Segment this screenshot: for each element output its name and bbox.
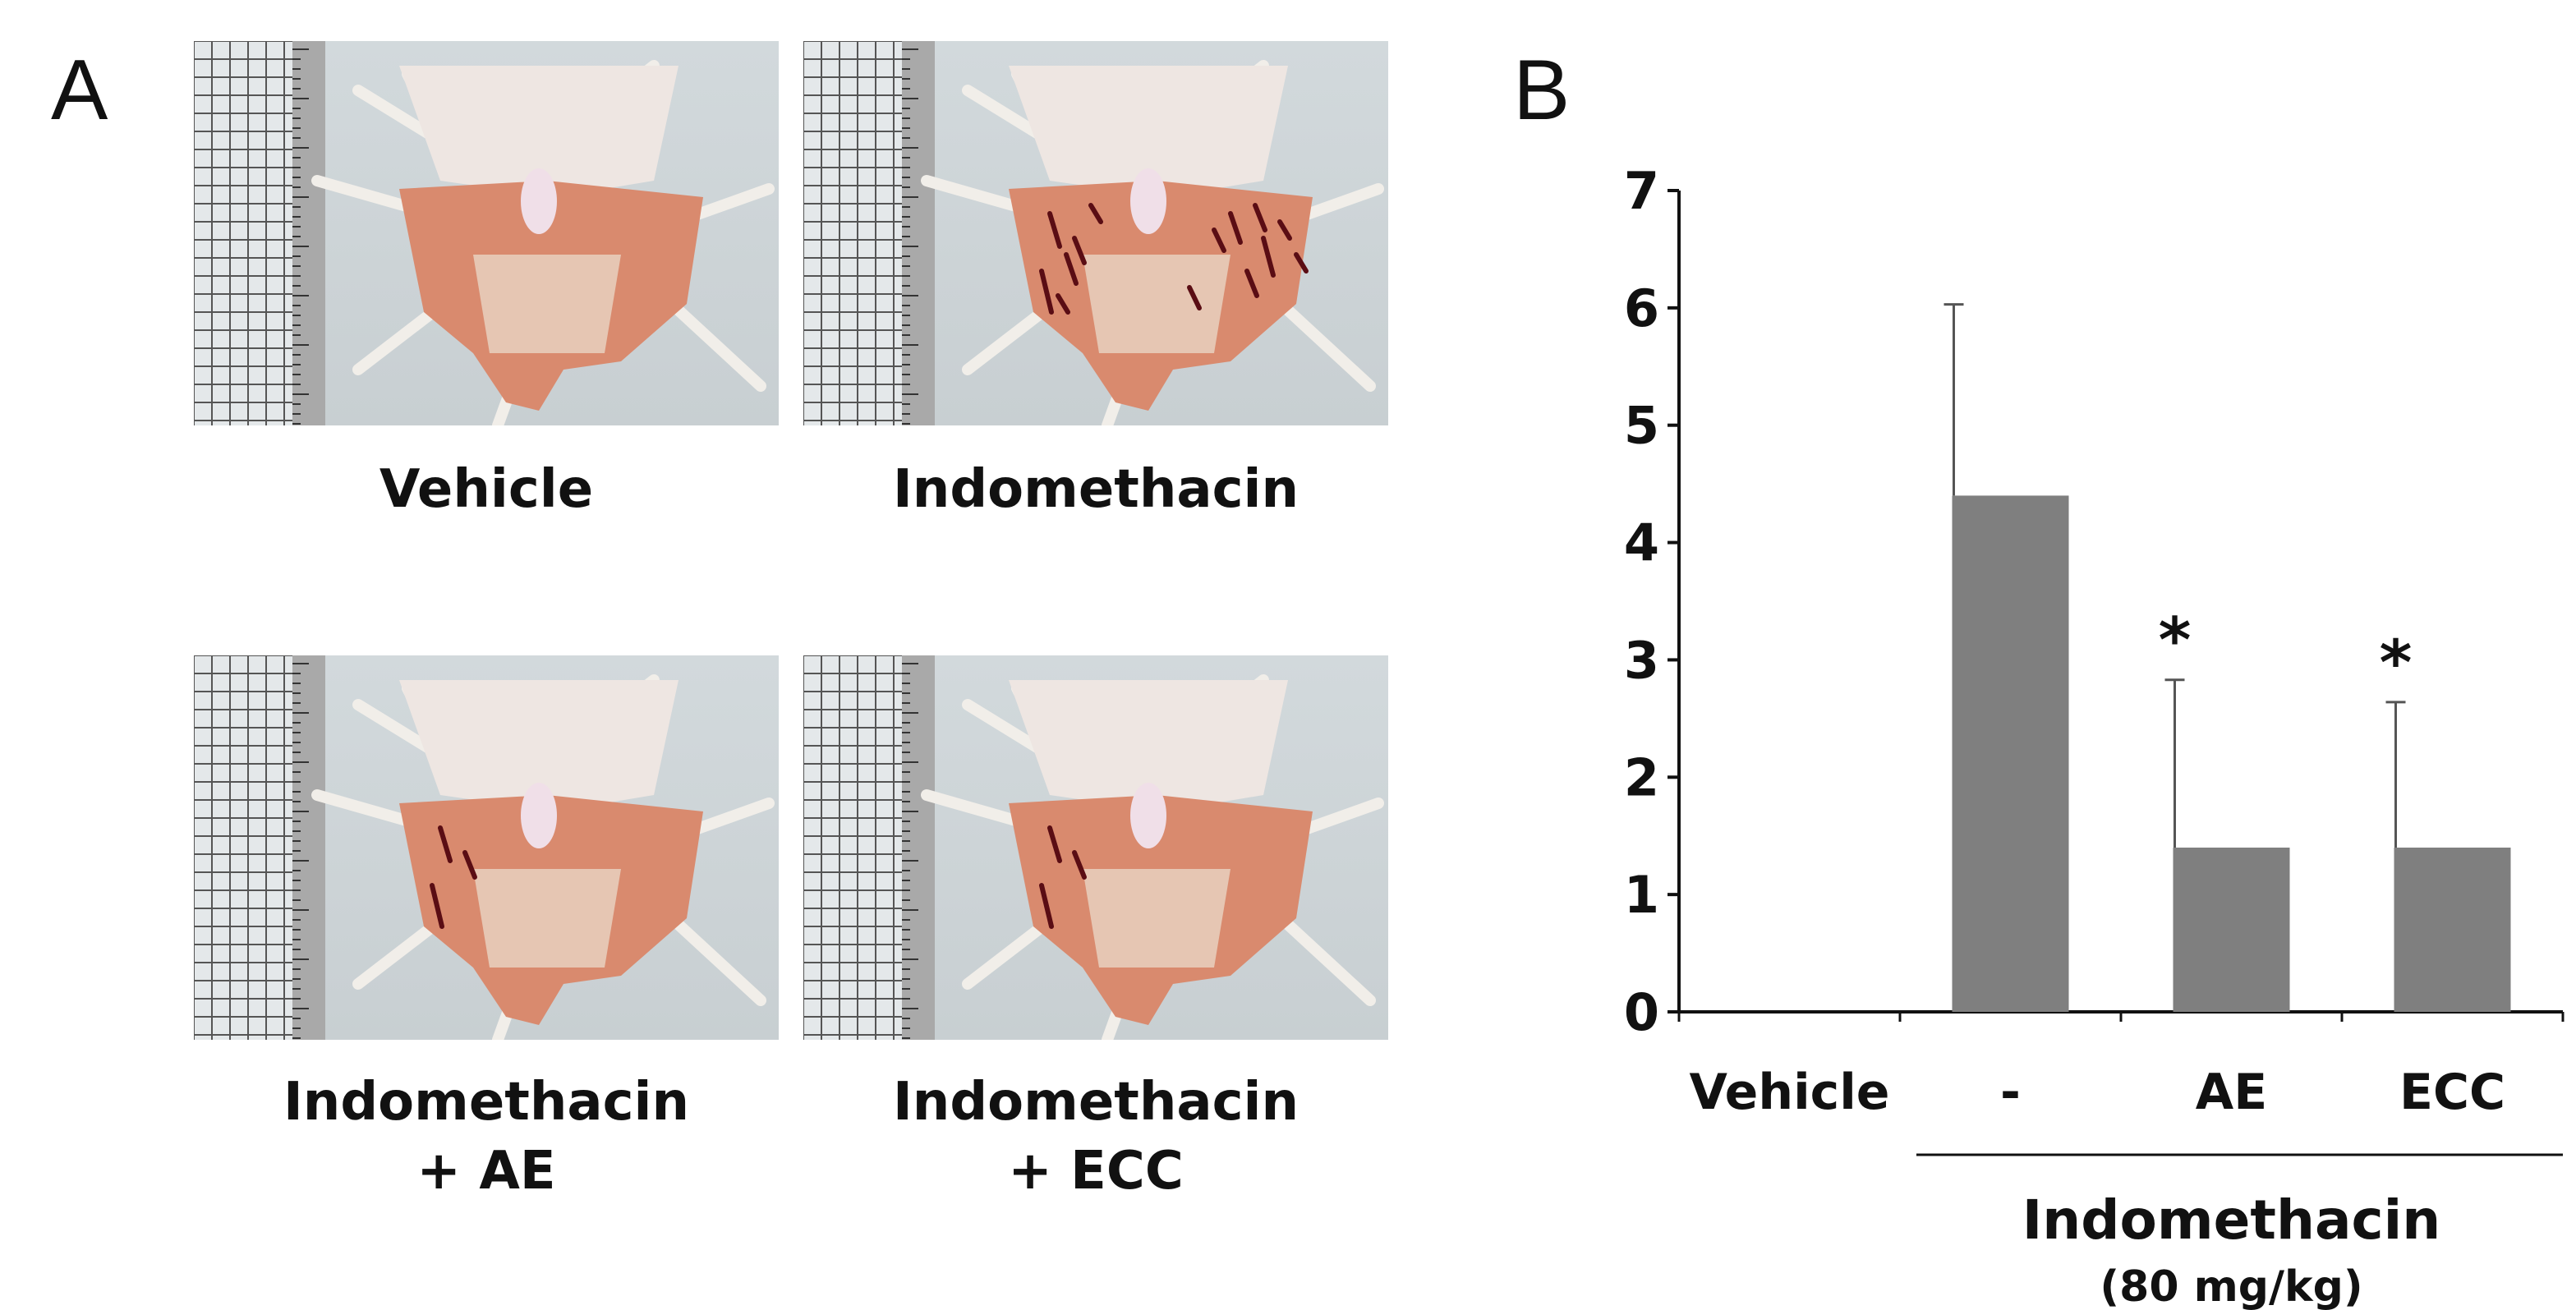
bar-ae [2173,848,2290,1012]
lesion [1072,850,1087,880]
lesion-bar-chart: 0 1 2 3 4 5 6 7 Vehicle - * AE * ECC Indomethacin (80 m… [1610,148,2576,1310]
lesion [438,825,453,863]
esophagus-opening [521,168,557,234]
stomach-photo-indomethacin-ae [194,655,779,1040]
lesion [1187,285,1202,310]
bar-indomethacin [1952,495,2069,1012]
y-tick-label: 4 [1624,513,1659,573]
lesion [1047,825,1062,863]
photo-caption-indomethacin: Indomethacin [792,455,1400,524]
lesion [462,850,477,880]
esophagus-opening [521,783,557,848]
antrum [1083,255,1230,353]
lesion [1261,236,1276,278]
lesion [1244,269,1259,298]
x-category-label: AE [2196,1064,2267,1121]
photo-illustration [803,655,1384,1040]
lesion [1056,293,1070,315]
lesion [1277,219,1292,241]
caption-line: Indomethacin [283,1072,690,1133]
ruler [803,41,935,425]
photo-caption-indomethacin-ecc: Indomethacin + ECC [792,1068,1400,1206]
caption-line: Vehicle [379,459,594,520]
lesion [1039,883,1054,929]
photo-caption-indomethacin-ae: Indomethacin + AE [182,1068,790,1206]
x-category-label: Vehicle [1690,1064,1890,1121]
lesion [1212,228,1226,253]
x-category-label: - [2000,1064,2021,1121]
y-tick-label: 3 [1624,630,1659,690]
significance-marker: * [2380,626,2413,699]
ruler [194,41,325,425]
caption-line: Indomethacin [892,459,1300,520]
y-tick-label: 6 [1624,278,1659,338]
ruler [803,655,935,1040]
photo-caption-vehicle: Vehicle [182,455,790,524]
x-category-label: ECC [2399,1064,2505,1121]
lesion [1072,236,1087,265]
y-tick-label: 2 [1624,747,1659,807]
group-sublabel: (80 mg/kg) [2100,1262,2362,1310]
antrum [473,869,621,968]
lesion [1228,211,1243,245]
forestomach [399,680,678,811]
lesion [1039,269,1054,315]
lesion [1253,203,1267,232]
lesion [1064,252,1079,286]
stomach-photo-vehicle [194,41,779,425]
bar-ecc [2394,848,2511,1012]
antrum [1083,869,1230,968]
caption-line: + ECC [1008,1141,1184,1202]
lesion [1088,203,1103,224]
panel-label-b: B [1513,43,1571,138]
caption-line: Indomethacin [892,1072,1300,1133]
lesion [430,883,444,929]
stomach-photo-indomethacin [803,41,1388,425]
panel-label-a: A [51,43,108,138]
stomach-photo-indomethacin-ecc [803,655,1388,1040]
y-tick-label: 1 [1624,865,1659,925]
forestomach [1009,66,1288,197]
group-label: Indomethacin [2022,1188,2440,1252]
y-tick-label: 7 [1624,161,1659,221]
photo-illustration [803,41,1384,425]
lesion [1294,252,1309,273]
forestomach [399,66,678,197]
photo-illustration [194,41,775,425]
significance-marker: * [2159,604,2192,677]
photo-illustration [194,655,775,1040]
lesion [1047,211,1062,249]
antrum [473,255,621,353]
forestomach [1009,680,1288,811]
y-tick-label: 5 [1624,396,1659,456]
y-tick-label: 0 [1624,982,1659,1042]
esophagus-opening [1130,783,1166,848]
caption-line: + AE [416,1141,556,1202]
esophagus-opening [1130,168,1166,234]
ruler [194,655,325,1040]
